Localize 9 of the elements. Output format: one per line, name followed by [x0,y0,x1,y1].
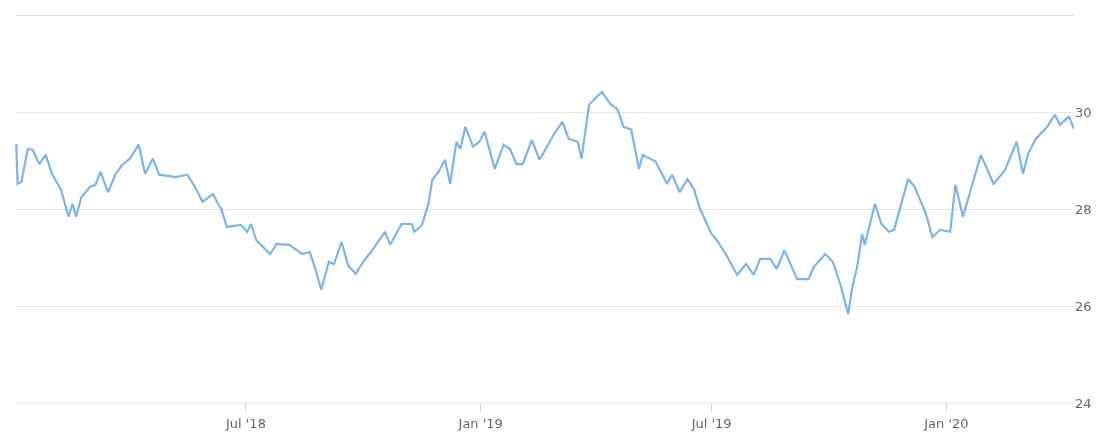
x-tick-label: Jul '18 [224,415,266,431]
x-tick-label: Jul '19 [690,415,732,431]
x-tick-label: Jan '19 [457,415,503,431]
y-tick-label: 26 [1075,298,1092,314]
y-tick-label: 24 [1075,395,1092,411]
line-series [15,90,1074,316]
y-tick-label: 30 [1075,105,1092,121]
x-tick-label: Jan '20 [923,415,969,431]
y-tick-label: 28 [1075,202,1092,218]
